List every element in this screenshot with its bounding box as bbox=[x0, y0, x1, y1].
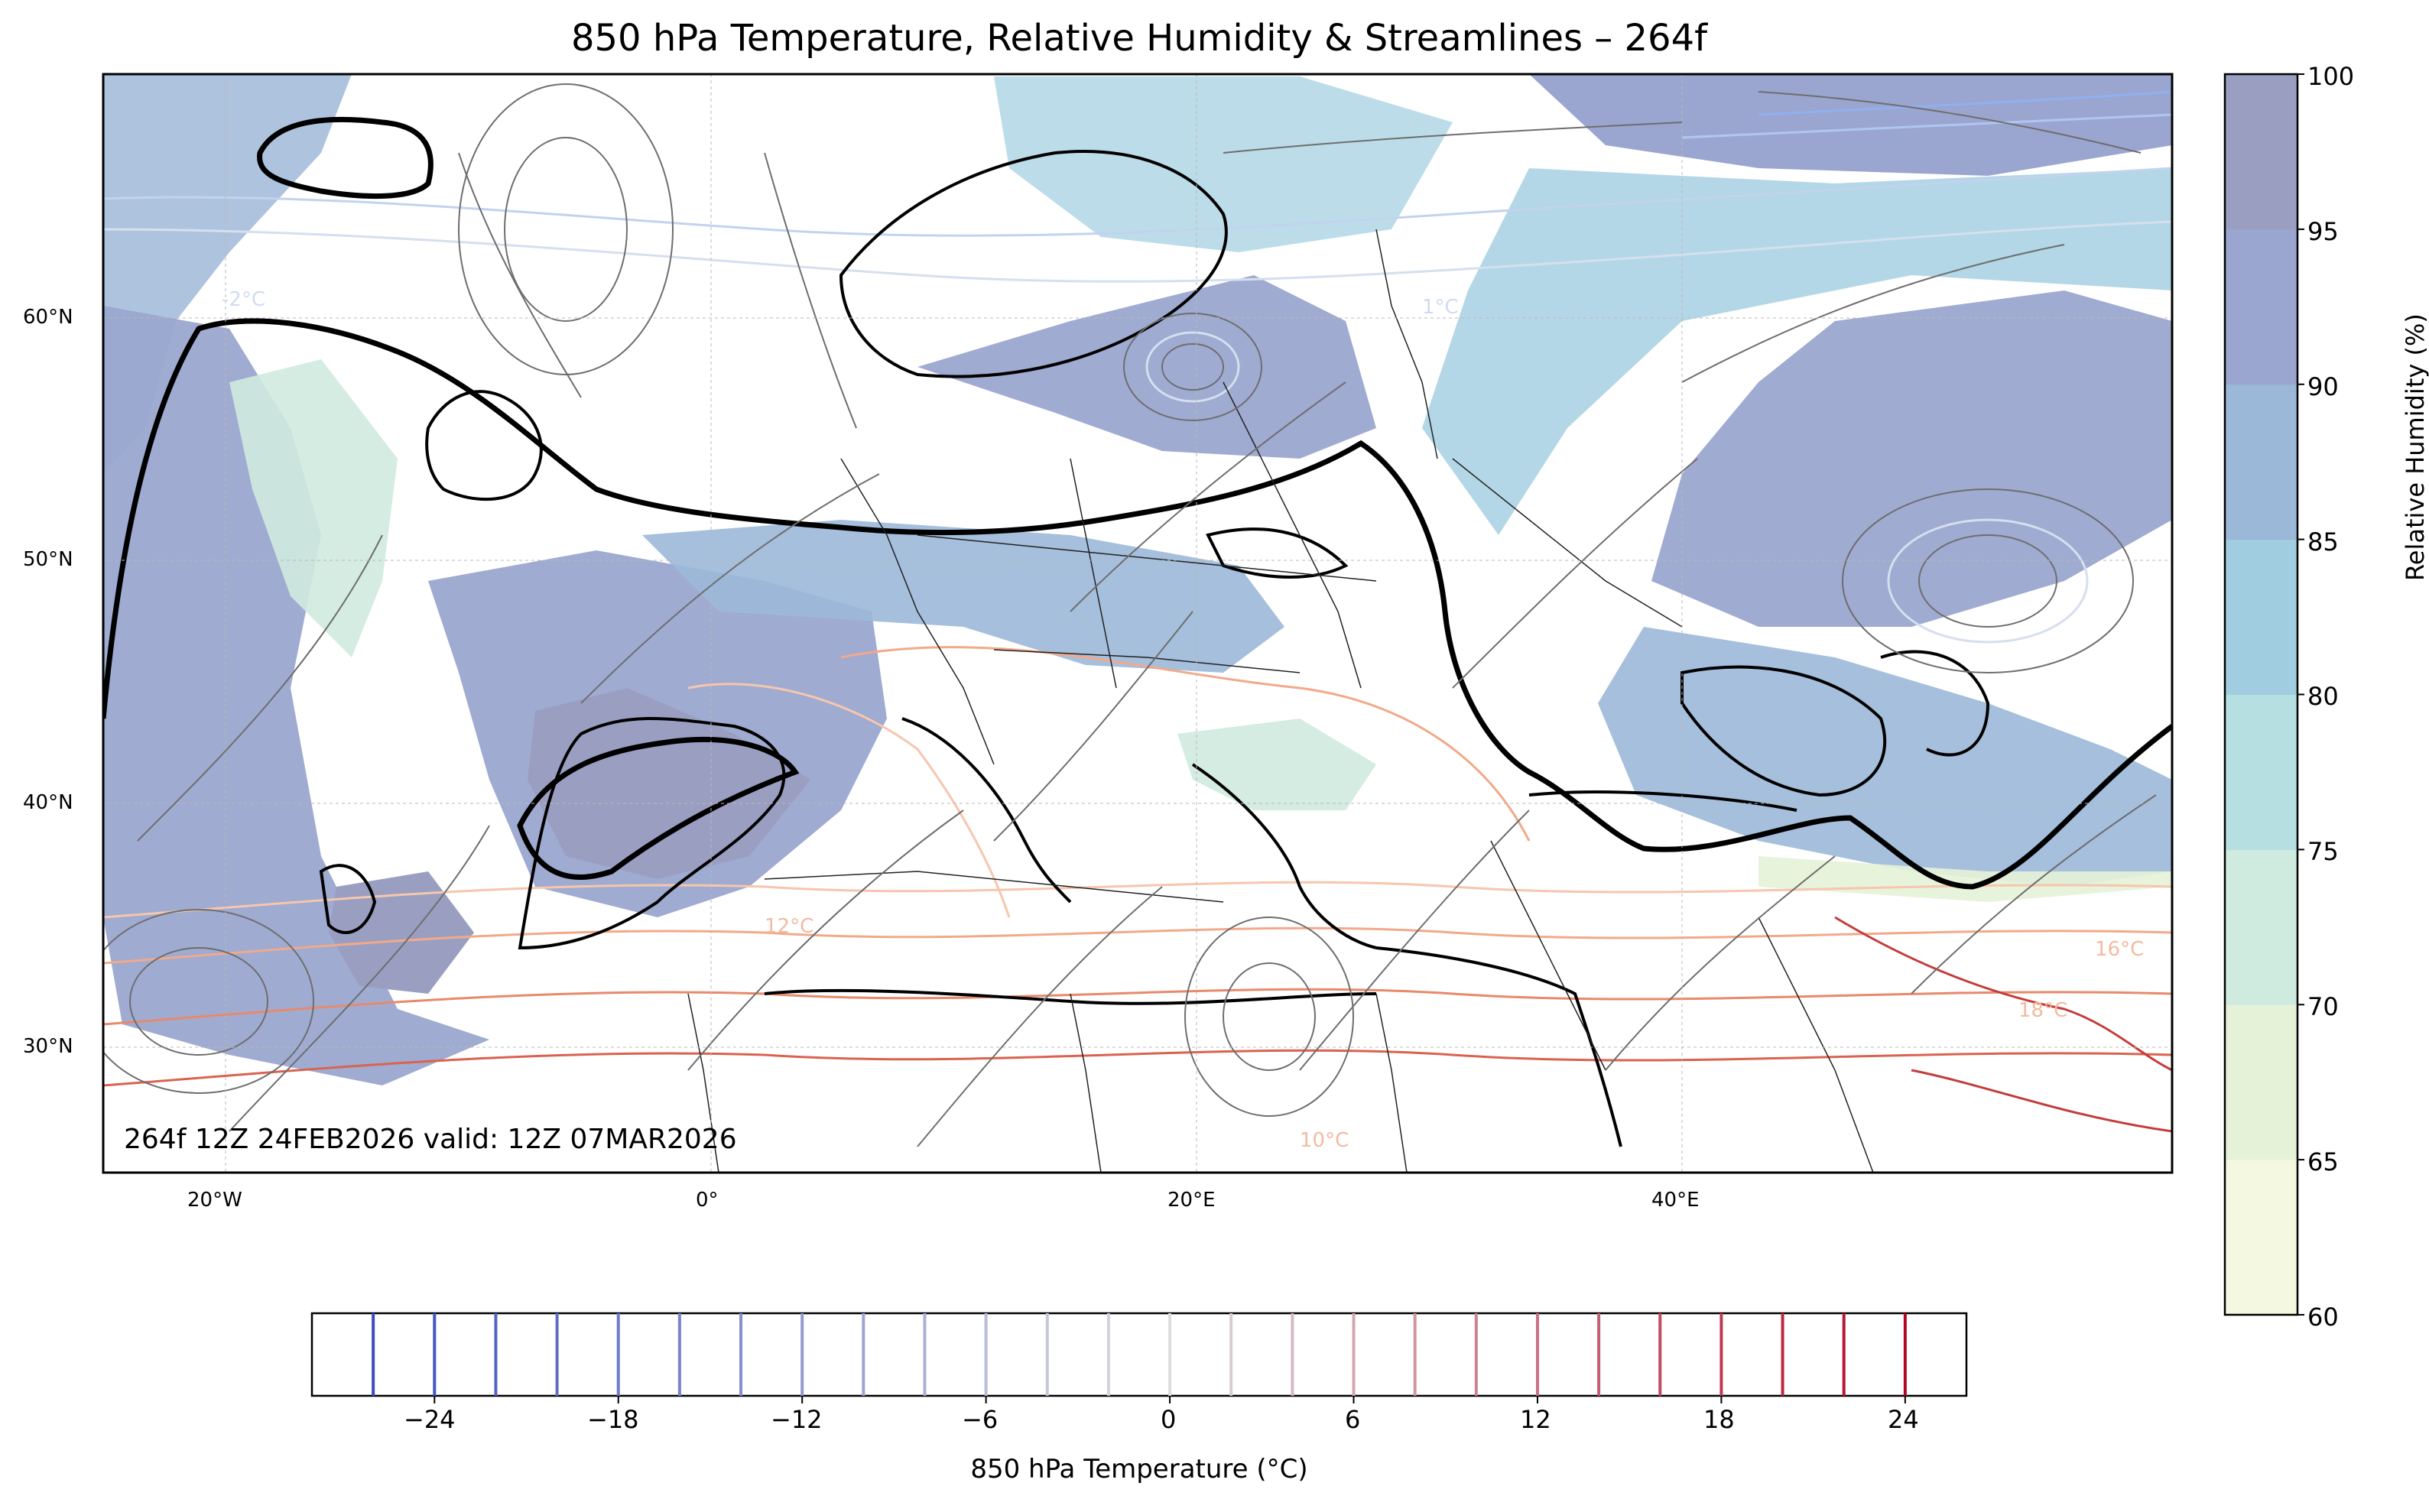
contour-label: 16°C bbox=[2095, 938, 2144, 961]
temperature-colorbar-title: 850 hPa Temperature (°C) bbox=[970, 1454, 1308, 1484]
humidity-band bbox=[2225, 229, 2297, 385]
contour-label: 12°C bbox=[765, 915, 813, 938]
temperature-tick-label: −6 bbox=[962, 1405, 999, 1434]
humidity-band bbox=[2225, 384, 2297, 540]
humidity-tick-label: 95 bbox=[2307, 217, 2339, 246]
lon-tick-label: 0° bbox=[696, 1189, 719, 1212]
zero-degree-contour bbox=[103, 318, 2172, 890]
iberia-zero-contour bbox=[517, 736, 800, 880]
warm-temperature-contours bbox=[103, 646, 2172, 1133]
lat-tick-label: 40°N bbox=[23, 791, 73, 814]
map-frame bbox=[102, 73, 2174, 1174]
temperature-tick-label: −24 bbox=[404, 1405, 456, 1434]
temperature-tick-label: 18 bbox=[1703, 1405, 1735, 1434]
humidity-band bbox=[2225, 1004, 2297, 1160]
contour-label: -2°C bbox=[222, 288, 265, 311]
temperature-tick-label: −12 bbox=[771, 1405, 823, 1434]
temperature-tick-label: 0 bbox=[1161, 1405, 1177, 1434]
temperature-colorbar-ticks bbox=[434, 1396, 1906, 1403]
chart-title: 850 hPa Temperature, Relative Humidity &… bbox=[570, 17, 1708, 60]
temperature-tick-label: −18 bbox=[587, 1405, 639, 1434]
humidity-tick-label: 90 bbox=[2307, 372, 2339, 401]
lat-tick-label: 50°N bbox=[23, 548, 73, 571]
temperature-tick-label: 24 bbox=[1888, 1405, 1919, 1434]
humidity-tick-label: 60 bbox=[2307, 1303, 2339, 1332]
humidity-colorbar-ticks bbox=[2297, 73, 2304, 1316]
temperature-tick-label: 6 bbox=[1345, 1405, 1361, 1434]
temperature-colorbar-lines bbox=[372, 1313, 1907, 1396]
map-gridlines bbox=[103, 74, 2172, 1173]
lat-tick-label: 30°N bbox=[23, 1035, 73, 1058]
iceland-zero-contour bbox=[257, 116, 434, 200]
contour-label: 18°C bbox=[2018, 999, 2067, 1022]
forecast-valid-label: 264f 12Z 24FEB2026 valid: 12Z 07MAR2026 bbox=[124, 1124, 737, 1155]
contour-label: 10°C bbox=[1300, 1129, 1349, 1152]
humidity-tick-label: 65 bbox=[2307, 1147, 2339, 1176]
lon-tick-label: 20°E bbox=[1167, 1189, 1216, 1212]
coastlines bbox=[319, 150, 1990, 1147]
cold-temperature-contours bbox=[103, 90, 2172, 644]
temperature-tick-label: 12 bbox=[1520, 1405, 1551, 1434]
humidity-tick-label: 85 bbox=[2307, 527, 2339, 556]
humidity-colorbar-title: Relative Humidity (%) bbox=[2401, 313, 2429, 581]
humidity-band bbox=[2225, 74, 2297, 230]
lat-tick-label: 60°N bbox=[23, 306, 73, 329]
contour-label: 1°C bbox=[1422, 296, 1459, 319]
humidity-band bbox=[2225, 1160, 2297, 1316]
humidity-colorbar bbox=[2225, 74, 2297, 1316]
humidity-tick-label: 75 bbox=[2307, 837, 2339, 866]
lon-tick-label: 40°E bbox=[1651, 1189, 1700, 1212]
lon-tick-label: 20°W bbox=[187, 1189, 242, 1212]
map-panel[interactable]: -2°C 1°C 12°C 10°C 16°C 18°C bbox=[84, 74, 2172, 1173]
country-borders bbox=[687, 229, 1874, 1173]
streamlines bbox=[103, 83, 2157, 1147]
humidity-band bbox=[2225, 849, 2297, 1005]
humidity-band bbox=[2225, 694, 2297, 850]
humidity-tick-label: 80 bbox=[2307, 682, 2339, 711]
humidity-tick-label: 70 bbox=[2307, 992, 2339, 1021]
temperature-colorbar-frame bbox=[310, 1312, 1968, 1397]
humidity-band bbox=[2225, 539, 2297, 695]
humidity-tick-label: 100 bbox=[2307, 62, 2355, 91]
